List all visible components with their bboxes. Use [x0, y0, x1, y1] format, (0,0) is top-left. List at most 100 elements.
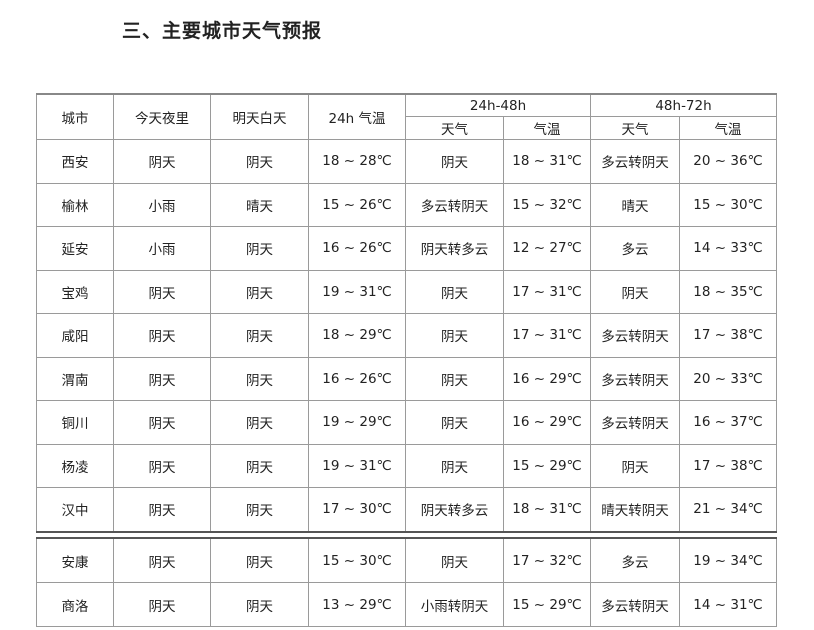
- table-cell: 18 ~ 29℃: [308, 313, 406, 358]
- table-cell: 18 ~ 31℃: [503, 487, 591, 533]
- header-tonight: 今天夜里: [113, 93, 211, 140]
- table-cell: 16 ~ 29℃: [503, 356, 591, 401]
- forecast-table-continued: 安康 阴天 阴天 15 ~ 30℃ 阴天 17 ~ 32℃ 多云 19 ~ 34℃ 商洛 阴天 阴天…: [36, 537, 777, 627]
- table-cell: 阴天: [210, 537, 309, 583]
- header-tomorrow: 明天白天: [210, 93, 309, 140]
- table-cell: 阴天: [210, 400, 309, 445]
- table-cell: 16 ~ 26℃: [308, 226, 406, 271]
- table-cell: 阴天: [210, 269, 309, 314]
- table-cell: 延安: [36, 226, 114, 271]
- table-cell: 西安: [36, 139, 114, 184]
- table-row: 汉中 阴天 阴天 17 ~ 30℃ 阴天转多云 18 ~ 31℃ 晴天转阴天 21 ~ 34℃: [36, 487, 777, 533]
- table-row: 西安 阴天 阴天 18 ~ 28℃ 阴天 18 ~ 31℃ 多云转阴天 20 ~ 36℃: [36, 139, 777, 184]
- table-cell: 晴天: [590, 182, 680, 227]
- table-cell: 16 ~ 26℃: [308, 356, 406, 401]
- table-cell: 阴天: [210, 443, 309, 488]
- header-temp: 气温: [503, 116, 591, 140]
- table-cell: 铜川: [36, 400, 114, 445]
- table-cell: 14 ~ 33℃: [679, 226, 777, 271]
- table-cell: 阴天: [210, 226, 309, 271]
- table-cell: 阴天: [405, 356, 504, 401]
- table-cell: 阴天: [210, 313, 309, 358]
- header-24-48h: 24h-48h: [405, 93, 591, 117]
- table-cell: 阴天: [210, 356, 309, 401]
- table-cell: 多云转阴天: [590, 400, 680, 445]
- table-cell: 多云转阴天: [590, 356, 680, 401]
- table-cell: 20 ~ 36℃: [679, 139, 777, 184]
- table-cell: 18 ~ 35℃: [679, 269, 777, 314]
- table-cell: 17 ~ 30℃: [308, 487, 406, 533]
- table-cell: 18 ~ 31℃: [503, 139, 591, 184]
- table-cell: 阴天转多云: [405, 226, 504, 271]
- table-cell: 小雨: [113, 182, 211, 227]
- table-cell: 19 ~ 29℃: [308, 400, 406, 445]
- table-row: 商洛 阴天 阴天 13 ~ 29℃ 小雨转阴天 15 ~ 29℃ 多云转阴天 14 ~ 31℃: [36, 582, 777, 627]
- table-cell: 21 ~ 34℃: [679, 487, 777, 533]
- table-cell: 19 ~ 31℃: [308, 269, 406, 314]
- table-cell: 多云转阴天: [590, 582, 680, 627]
- table-cell: 阴天: [405, 400, 504, 445]
- table-cell: 阴天: [113, 269, 211, 314]
- table-row: 宝鸡 阴天 阴天 19 ~ 31℃ 阴天 17 ~ 31℃ 阴天 18 ~ 35℃: [36, 269, 777, 314]
- table-cell: 小雨转阴天: [405, 582, 504, 627]
- table-row: 杨凌 阴天 阴天 19 ~ 31℃ 阴天 15 ~ 29℃ 阴天 17 ~ 38℃: [36, 443, 777, 488]
- table-cell: 17 ~ 38℃: [679, 313, 777, 358]
- table-cell: 17 ~ 31℃: [503, 269, 591, 314]
- table-cell: 多云转阴天: [405, 182, 504, 227]
- table-cell: 阴天: [210, 487, 309, 533]
- table-cell: 晴天转阴天: [590, 487, 680, 533]
- table-cell: 阴天: [113, 139, 211, 184]
- table-cell: 15 ~ 32℃: [503, 182, 591, 227]
- table-cell: 汉中: [36, 487, 114, 533]
- table-cell: 19 ~ 34℃: [679, 537, 777, 583]
- header-weather: 天气: [590, 116, 680, 140]
- table-cell: 14 ~ 31℃: [679, 582, 777, 627]
- table-cell: 阴天: [113, 400, 211, 445]
- table-cell: 16 ~ 29℃: [503, 400, 591, 445]
- table-cell: 多云: [590, 226, 680, 271]
- table-cell: 咸阳: [36, 313, 114, 358]
- table-row: 榆林 小雨 晴天 15 ~ 26℃ 多云转阴天 15 ~ 32℃ 晴天 15 ~ 30℃: [36, 182, 777, 227]
- table-cell: 15 ~ 26℃: [308, 182, 406, 227]
- header-temp24: 24h 气温: [308, 93, 406, 140]
- table-cell: 阴天: [405, 537, 504, 583]
- table-row: 渭南 阴天 阴天 16 ~ 26℃ 阴天 16 ~ 29℃ 多云转阴天 20 ~ 33℃: [36, 356, 777, 401]
- header-weather: 天气: [405, 116, 504, 140]
- table-cell: 阴天: [405, 269, 504, 314]
- table-cell: 16 ~ 37℃: [679, 400, 777, 445]
- table-cell: 15 ~ 29℃: [503, 582, 591, 627]
- table-row: 咸阳 阴天 阴天 18 ~ 29℃ 阴天 17 ~ 31℃ 多云转阴天 17 ~ 38℃: [36, 313, 777, 358]
- table-row: 铜川 阴天 阴天 19 ~ 29℃ 阴天 16 ~ 29℃ 多云转阴天 16 ~ 37℃: [36, 400, 777, 445]
- table-cell: 宝鸡: [36, 269, 114, 314]
- table-cell: 阴天: [590, 269, 680, 314]
- section-title: 三、主要城市天气预报: [122, 20, 323, 42]
- table-cell: 阴天: [405, 443, 504, 488]
- table-cell: 15 ~ 29℃: [503, 443, 591, 488]
- table-cell: 13 ~ 29℃: [308, 582, 406, 627]
- table-cell: 阴天: [113, 443, 211, 488]
- forecast-table: 城市 今天夜里 明天白天 24h 气温 24h-48h 48h-72h 天气 气…: [36, 93, 777, 533]
- table-cell: 渭南: [36, 356, 114, 401]
- table-cell: 杨凌: [36, 443, 114, 488]
- table-cell: 小雨: [113, 226, 211, 271]
- header-48-72h: 48h-72h: [590, 93, 777, 117]
- table-cell: 阴天: [210, 139, 309, 184]
- table-cell: 阴天: [113, 356, 211, 401]
- table-cell: 多云转阴天: [590, 313, 680, 358]
- table-cell: 18 ~ 28℃: [308, 139, 406, 184]
- table-row: 安康 阴天 阴天 15 ~ 30℃ 阴天 17 ~ 32℃ 多云 19 ~ 34℃: [36, 537, 777, 583]
- table-cell: 阴天: [113, 582, 211, 627]
- table-cell: 17 ~ 38℃: [679, 443, 777, 488]
- table-cell: 20 ~ 33℃: [679, 356, 777, 401]
- table-cell: 晴天: [210, 182, 309, 227]
- table-cell: 阴天: [113, 313, 211, 358]
- table-cell: 15 ~ 30℃: [308, 537, 406, 583]
- table-cell: 榆林: [36, 182, 114, 227]
- table-cell: 阴天转多云: [405, 487, 504, 533]
- table-cell: 阴天: [590, 443, 680, 488]
- table-cell: 多云转阴天: [590, 139, 680, 184]
- table-cell: 多云: [590, 537, 680, 583]
- table-cell: 19 ~ 31℃: [308, 443, 406, 488]
- table-cell: 阴天: [405, 139, 504, 184]
- header-temp: 气温: [679, 116, 777, 140]
